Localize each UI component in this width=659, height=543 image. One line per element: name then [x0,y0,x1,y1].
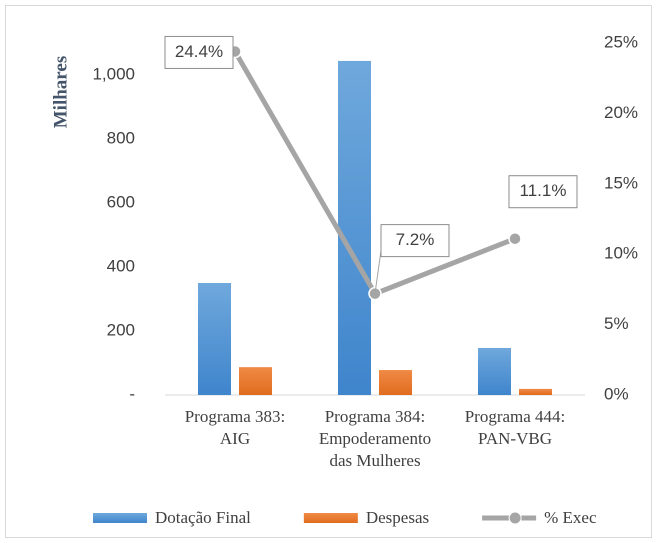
x-tick-label: Programa 444: PAN-VBG [465,407,566,448]
x-tick-label-line: das Mulheres [329,451,420,470]
bar [338,60,371,396]
bar [478,347,511,395]
bar [519,388,552,395]
x-tick-label-line: PAN-VBG [478,429,552,448]
x-tick-label-line: Programa 384: [325,407,426,426]
bar [239,367,272,395]
x-tick-label-line: Programa 444: [465,407,566,426]
x-tick-label: Programa 384: Empoderamento das Mulheres [319,407,431,470]
y-tick-label: 200 [107,320,135,339]
y2-tick-label: 10% [604,244,638,263]
legend-marker [508,511,522,525]
data-label-box [380,224,450,258]
y-tick-label: 400 [107,256,135,275]
legend-label: % Exec [544,508,597,527]
data-label: 24.4% [175,42,223,61]
legend-swatch [93,513,147,523]
chart-border [5,5,652,538]
data-label: 11.1% [520,181,567,200]
y2-tick-label: 0% [604,384,629,403]
bar [198,283,231,395]
data-label-box [164,35,234,69]
y-tick-label: 600 [107,192,135,211]
legend-label: Dotação Final [155,508,251,527]
x-tick-label-line: AIG [220,429,250,448]
x-tick-label: Programa 383: AIG [185,407,286,448]
legend-swatch [303,513,358,523]
y-tick-label: 800 [107,128,135,147]
data-label: 7.2% [396,230,435,249]
y-tick-label: 1,000 [92,64,135,83]
y-tick-label: - [129,384,135,403]
y2-tick-label: 5% [604,314,629,333]
line-marker [508,231,522,246]
y2-tick-label: 15% [604,173,638,192]
y2-tick-label: 25% [604,32,638,51]
bar [379,370,412,395]
y2-tick-label: 20% [604,103,638,122]
legend-label: Despesas [366,508,429,527]
x-tick-label-line: Programa 383: [185,407,286,426]
x-tick-label-line: Empoderamento [319,429,431,448]
y-axis-label: Milhares [50,56,71,128]
data-label-box [508,175,578,209]
